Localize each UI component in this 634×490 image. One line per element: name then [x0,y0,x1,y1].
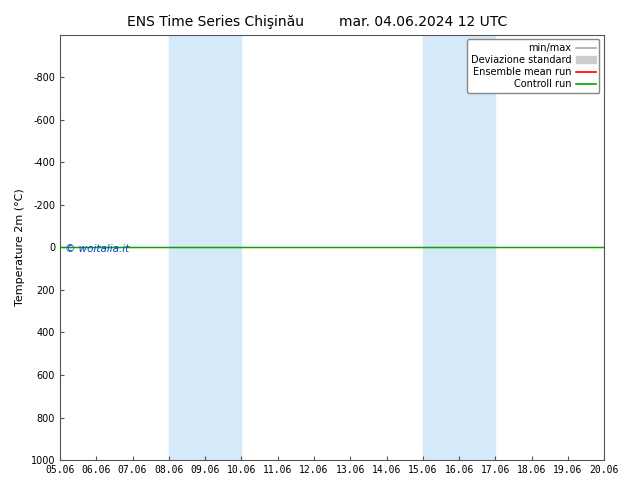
Y-axis label: Temperature 2m (°C): Temperature 2m (°C) [15,189,25,306]
Text: © woitalia.it: © woitalia.it [65,245,129,254]
Bar [169,35,242,460]
Bar [423,35,495,460]
Text: ENS Time Series Chişinău        mar. 04.06.2024 12 UTC: ENS Time Series Chişinău mar. 04.06.2024… [127,15,507,29]
Legend: min/max, Deviazione standard, Ensemble mean run, Controll run: min/max, Deviazione standard, Ensemble m… [467,40,600,93]
